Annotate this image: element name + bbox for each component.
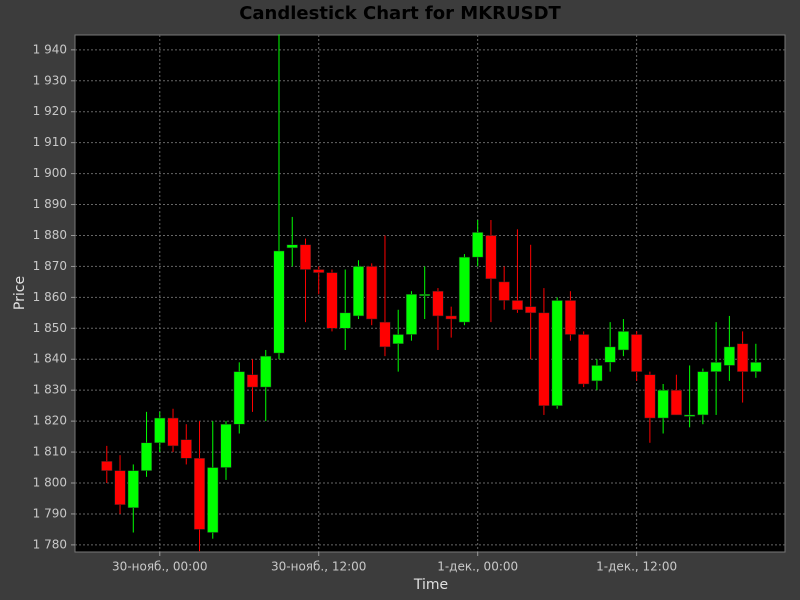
candle-body [286, 244, 298, 249]
candle-body [140, 442, 153, 471]
y-tick-label: 1 840 [33, 352, 67, 366]
candle-body [127, 470, 139, 509]
y-tick-label: 1 870 [33, 259, 67, 273]
candle-body [207, 467, 219, 533]
candle-body [458, 256, 470, 323]
candle-body [604, 346, 616, 363]
candle-body [273, 250, 285, 354]
candle-body [154, 417, 166, 444]
candle-body [644, 374, 656, 419]
candle-body [445, 315, 457, 320]
y-tick-label: 1 780 [33, 537, 67, 551]
candle-body [419, 294, 431, 297]
candle-body [538, 312, 550, 406]
candle-body [498, 281, 510, 301]
candle-body [299, 244, 312, 270]
candle-body [617, 331, 629, 351]
candle-body [339, 312, 351, 329]
candle-body [472, 232, 484, 258]
y-tick-label: 1 880 [33, 228, 67, 242]
candle-body [193, 458, 206, 530]
y-tick-label: 1 810 [33, 445, 67, 459]
y-tick-label: 1 940 [33, 42, 67, 56]
candle-body [352, 266, 365, 317]
candle-body [326, 272, 338, 329]
y-tick-label: 1 910 [33, 135, 67, 149]
candle-body [313, 269, 325, 273]
x-tick-label: 30-нояб., 00:00 [112, 560, 207, 574]
y-tick-label: 1 830 [33, 383, 67, 397]
candle-body [564, 300, 576, 335]
candle-body [511, 300, 523, 310]
x-axis-title: Time [413, 577, 448, 593]
candle-body [379, 321, 391, 348]
candle-body [432, 290, 444, 317]
candle-body [220, 423, 232, 468]
candle-body [246, 374, 259, 388]
candle-body [750, 362, 762, 372]
x-tick-label: 1-дек., 00:00 [437, 560, 518, 574]
candle-body [551, 300, 563, 406]
candle-body [180, 439, 192, 459]
candle-body [114, 470, 126, 505]
y-tick-label: 1 800 [33, 476, 67, 490]
y-tick-label: 1 900 [33, 166, 67, 180]
candle-body [684, 414, 696, 417]
candle-body [260, 355, 272, 388]
y-tick-label: 1 790 [33, 506, 67, 520]
candle-body [670, 389, 682, 416]
plot-area [74, 34, 786, 553]
candle-body [737, 343, 749, 372]
y-tick-label: 1 890 [33, 197, 67, 211]
candle-body [525, 306, 537, 314]
candle-body [578, 334, 590, 385]
candle-body [405, 294, 418, 335]
x-tick-label: 30-нояб., 12:00 [271, 560, 366, 574]
y-axis-title: Price [12, 276, 28, 310]
candle-body [697, 371, 709, 416]
y-tick-label: 1 920 [33, 104, 67, 118]
y-tick-label: 1 930 [33, 73, 67, 87]
candle-body [392, 334, 404, 345]
x-tick-label: 1-дек., 12:00 [596, 560, 677, 574]
candle-body [233, 371, 245, 425]
candle-body [101, 461, 113, 471]
candle-body [657, 389, 669, 419]
candle-body [723, 346, 735, 366]
y-tick-label: 1 860 [33, 290, 67, 304]
candle-body [591, 365, 603, 382]
y-tick-label: 1 850 [33, 321, 67, 335]
candle-body [366, 266, 378, 320]
candle-body [485, 235, 497, 280]
candle-body [631, 334, 643, 372]
candle-body [710, 362, 722, 372]
y-tick-label: 1 820 [33, 414, 67, 428]
chart-title: Candlestick Chart for MKRUSDT [239, 3, 561, 24]
candle-body [167, 417, 179, 447]
